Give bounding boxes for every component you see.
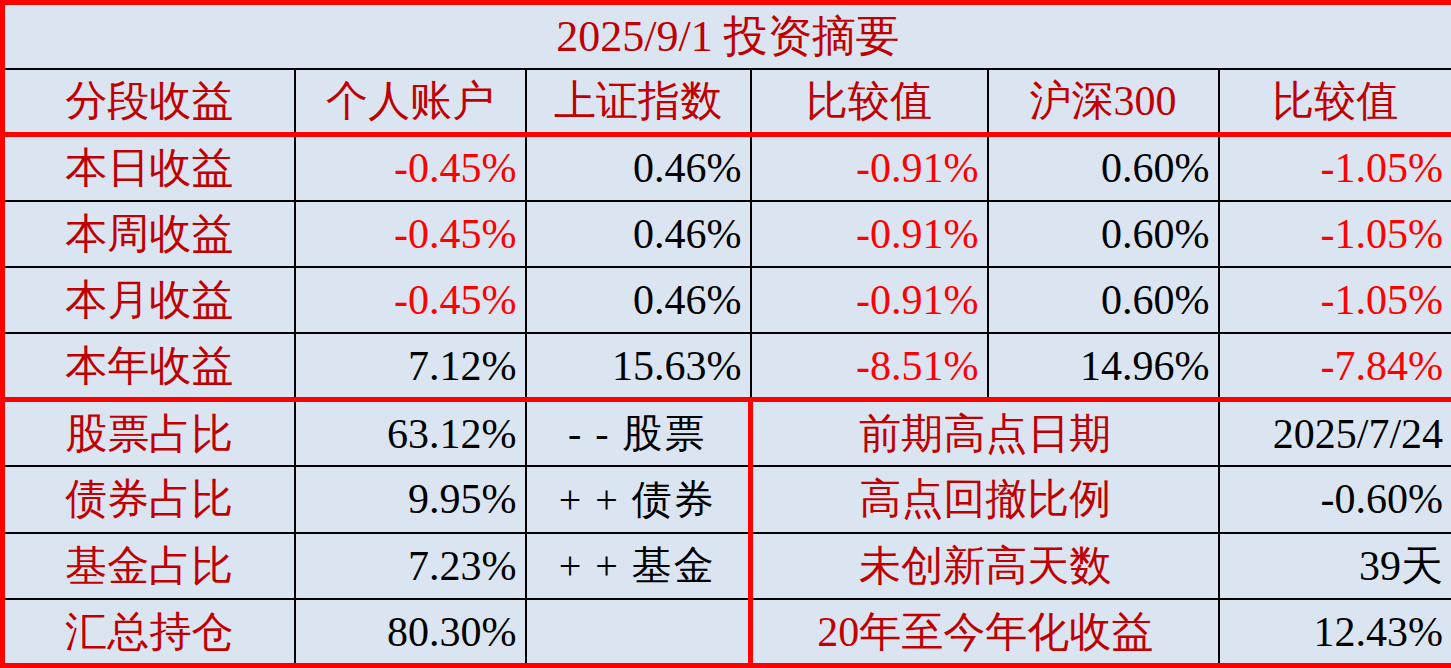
value-cell: 0.60% bbox=[988, 267, 1219, 333]
value-cell: -0.45% bbox=[295, 201, 526, 267]
allocation-label: 股票占比 bbox=[3, 400, 295, 466]
header-cell-sse: 上证指数 bbox=[526, 69, 751, 134]
allocation-value: 9.95% bbox=[295, 466, 526, 532]
value-cell: 0.46% bbox=[526, 134, 751, 200]
value-cell: -1.05% bbox=[1219, 201, 1451, 267]
header-cell-compare1: 比较值 bbox=[751, 69, 988, 134]
stat-value: 12.43% bbox=[1219, 599, 1451, 665]
table-row: 2025/9/1 投资摘要 bbox=[3, 3, 1451, 69]
value-cell: 7.12% bbox=[295, 333, 526, 399]
table-row: 基金占比 7.23% + + 基金 未创新高天数 39天 bbox=[3, 533, 1451, 599]
value-cell: 0.60% bbox=[988, 201, 1219, 267]
value-cell: 0.60% bbox=[988, 134, 1219, 200]
table-row: 本年收益 7.12% 15.63% -8.51% 14.96% -7.84% bbox=[3, 333, 1451, 399]
value-cell: -1.05% bbox=[1219, 134, 1451, 200]
marker-cell: - - 股票 bbox=[526, 400, 751, 466]
allocation-value: 63.12% bbox=[295, 400, 526, 466]
header-cell-personal: 个人账户 bbox=[295, 69, 526, 134]
value-cell: -1.05% bbox=[1219, 267, 1451, 333]
header-cell-hs300: 沪深300 bbox=[988, 69, 1219, 134]
stat-value: 39天 bbox=[1219, 533, 1451, 599]
value-cell: 14.96% bbox=[988, 333, 1219, 399]
stat-label: 未创新高天数 bbox=[751, 533, 1219, 599]
marker-cell: + + 基金 bbox=[526, 533, 751, 599]
row-label: 本日收益 bbox=[3, 134, 295, 200]
table-row: 本周收益 -0.45% 0.46% -0.91% 0.60% -1.05% bbox=[3, 201, 1451, 267]
table-row: 本月收益 -0.45% 0.46% -0.91% 0.60% -1.05% bbox=[3, 267, 1451, 333]
allocation-value: 80.30% bbox=[295, 599, 526, 665]
value-cell: -0.91% bbox=[751, 267, 988, 333]
stat-label: 20年至今年化收益 bbox=[751, 599, 1219, 665]
table-row: 分段收益 个人账户 上证指数 比较值 沪深300 比较值 bbox=[3, 69, 1451, 134]
value-cell: -0.91% bbox=[751, 201, 988, 267]
summary-table: 2025/9/1 投资摘要 分段收益 个人账户 上证指数 比较值 沪深300 比… bbox=[0, 0, 1451, 668]
row-label: 本月收益 bbox=[3, 267, 295, 333]
row-label: 本年收益 bbox=[3, 333, 295, 399]
table-row: 汇总持仓 80.30% 20年至今年化收益 12.43% bbox=[3, 599, 1451, 665]
header-cell-segment: 分段收益 bbox=[3, 69, 295, 134]
stat-value: 2025/7/24 bbox=[1219, 400, 1451, 466]
value-cell: -8.51% bbox=[751, 333, 988, 399]
value-cell: 15.63% bbox=[526, 333, 751, 399]
stat-label: 前期高点日期 bbox=[751, 400, 1219, 466]
marker-cell bbox=[526, 599, 751, 665]
row-label: 本周收益 bbox=[3, 201, 295, 267]
stat-value: -0.60% bbox=[1219, 466, 1451, 532]
allocation-value: 7.23% bbox=[295, 533, 526, 599]
page-title: 2025/9/1 投资摘要 bbox=[3, 3, 1451, 69]
stat-label: 高点回撤比例 bbox=[751, 466, 1219, 532]
investment-summary-sheet: 2025/9/1 投资摘要 分段收益 个人账户 上证指数 比较值 沪深300 比… bbox=[0, 0, 1451, 668]
marker-cell: + + 债券 bbox=[526, 466, 751, 532]
allocation-label: 债券占比 bbox=[3, 466, 295, 532]
table-row: 本日收益 -0.45% 0.46% -0.91% 0.60% -1.05% bbox=[3, 134, 1451, 200]
allocation-label: 汇总持仓 bbox=[3, 599, 295, 665]
header-cell-compare2: 比较值 bbox=[1219, 69, 1451, 134]
value-cell: -0.45% bbox=[295, 267, 526, 333]
value-cell: 0.46% bbox=[526, 267, 751, 333]
value-cell: -7.84% bbox=[1219, 333, 1451, 399]
table-row: 股票占比 63.12% - - 股票 前期高点日期 2025/7/24 bbox=[3, 400, 1451, 466]
table-row: 债券占比 9.95% + + 债券 高点回撤比例 -0.60% bbox=[3, 466, 1451, 532]
value-cell: -0.45% bbox=[295, 134, 526, 200]
allocation-label: 基金占比 bbox=[3, 533, 295, 599]
value-cell: -0.91% bbox=[751, 134, 988, 200]
value-cell: 0.46% bbox=[526, 201, 751, 267]
